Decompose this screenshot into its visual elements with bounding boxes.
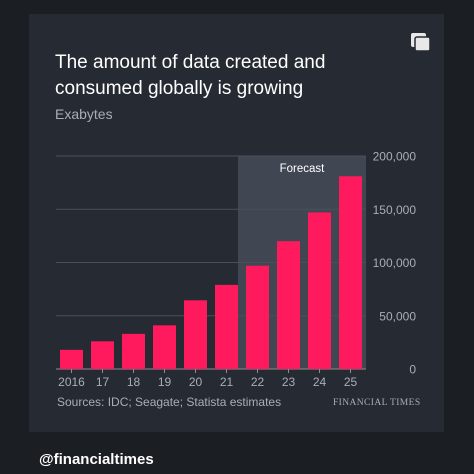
bar <box>122 333 145 369</box>
bar <box>184 300 207 369</box>
y-tick-label: 200,000 <box>373 150 417 164</box>
bar <box>339 176 362 369</box>
copy-icon[interactable] <box>410 32 432 52</box>
y-tick-label: 150,000 <box>373 203 417 217</box>
x-tick-label: 22 <box>251 375 265 389</box>
sources-note: Sources: IDC; Seagate; Statista estimate… <box>57 395 282 409</box>
bar <box>246 265 269 369</box>
x-tick-label: 19 <box>158 375 172 389</box>
bar <box>215 284 238 369</box>
y-tick-label: 100,000 <box>373 256 417 270</box>
y-tick-label: 50,000 <box>379 309 416 323</box>
forecast-label: Forecast <box>280 163 326 175</box>
y-tick-label: 0 <box>409 363 416 377</box>
x-tick-label: 18 <box>127 375 141 389</box>
bar <box>153 325 176 369</box>
social-handle: @financialtimes <box>39 451 154 468</box>
bar <box>60 349 83 369</box>
x-tick-label: 25 <box>344 375 358 389</box>
x-tick-label: 23 <box>282 375 296 389</box>
bar <box>277 241 300 369</box>
x-tick-label: 20 <box>189 375 203 389</box>
x-tick-label: 17 <box>96 375 110 389</box>
x-tick-label: 2016 <box>58 375 85 389</box>
x-tick-label: 24 <box>313 375 327 389</box>
chart-title: The amount of data created and consumed … <box>55 52 326 99</box>
chart-subtitle: Exabytes <box>55 106 113 122</box>
bar <box>91 341 114 369</box>
x-tick-label: 21 <box>220 375 234 389</box>
bar <box>308 212 331 369</box>
brand-logo: FINANCIAL TIMES <box>333 398 421 408</box>
